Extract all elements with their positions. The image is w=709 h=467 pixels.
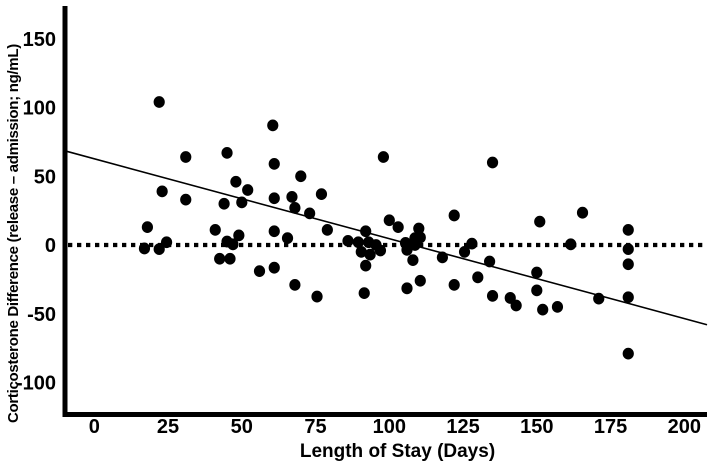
data-point bbox=[622, 347, 634, 360]
x-tick-label: 150 bbox=[520, 416, 553, 438]
data-point bbox=[360, 225, 372, 238]
data-point bbox=[311, 290, 323, 303]
y-tick-label: -100 bbox=[16, 373, 56, 395]
data-point bbox=[486, 289, 499, 302]
data-point bbox=[383, 214, 395, 227]
data-point bbox=[295, 170, 307, 183]
data-point bbox=[392, 221, 404, 234]
data-point bbox=[230, 175, 242, 188]
data-point bbox=[622, 258, 634, 271]
data-point bbox=[180, 151, 192, 163]
data-point bbox=[622, 291, 634, 304]
data-point bbox=[622, 243, 634, 256]
data-point bbox=[565, 238, 577, 251]
data-point bbox=[227, 238, 239, 251]
data-point bbox=[141, 221, 153, 234]
data-point bbox=[218, 197, 230, 210]
data-point bbox=[267, 119, 279, 132]
data-point bbox=[342, 234, 354, 247]
data-point bbox=[510, 299, 522, 312]
x-tick-label: 125 bbox=[446, 416, 479, 438]
x-tick-label: 100 bbox=[373, 416, 406, 438]
data-point bbox=[138, 242, 151, 255]
data-point bbox=[321, 223, 333, 236]
x-tick-label: 50 bbox=[231, 416, 253, 438]
data-point bbox=[531, 284, 543, 297]
data-point bbox=[180, 193, 192, 206]
data-point bbox=[458, 245, 471, 258]
x-tick-label: 0 bbox=[89, 416, 100, 438]
data-point bbox=[414, 231, 426, 244]
data-point bbox=[221, 146, 233, 159]
data-point bbox=[268, 157, 280, 170]
data-point bbox=[593, 292, 605, 305]
x-tick-label: 75 bbox=[304, 416, 326, 438]
data-point bbox=[304, 207, 316, 220]
data-point bbox=[268, 261, 280, 274]
data-point bbox=[534, 215, 546, 228]
data-point bbox=[414, 274, 426, 287]
data-point bbox=[448, 278, 460, 291]
data-point bbox=[352, 236, 364, 249]
data-point bbox=[156, 185, 168, 198]
data-point bbox=[289, 201, 301, 214]
data-point bbox=[537, 303, 549, 316]
data-point bbox=[360, 259, 372, 272]
data-point bbox=[236, 196, 248, 209]
data-point bbox=[448, 209, 460, 222]
data-point bbox=[233, 229, 245, 242]
data-point bbox=[576, 206, 589, 219]
data-point bbox=[242, 184, 254, 196]
data-point bbox=[153, 96, 165, 108]
y-tick-label: -50 bbox=[27, 304, 56, 326]
data-point bbox=[622, 223, 634, 236]
data-point bbox=[472, 271, 484, 284]
data-point bbox=[224, 252, 236, 265]
data-point bbox=[436, 251, 448, 264]
x-tick-label: 200 bbox=[668, 416, 701, 438]
x-tick-label: 175 bbox=[594, 416, 627, 438]
data-point bbox=[209, 223, 221, 236]
data-point bbox=[407, 254, 419, 267]
data-point bbox=[289, 278, 301, 291]
y-tick-label: 0 bbox=[45, 235, 56, 257]
data-point bbox=[160, 236, 173, 249]
data-point bbox=[413, 222, 425, 235]
y-tick-label: 100 bbox=[23, 98, 56, 120]
trend-line bbox=[62, 149, 708, 326]
data-point bbox=[315, 188, 328, 201]
data-point bbox=[401, 282, 413, 295]
data-point bbox=[374, 244, 387, 257]
data-point bbox=[214, 252, 226, 265]
data-point bbox=[286, 190, 298, 203]
data-point bbox=[377, 151, 389, 163]
data-point bbox=[153, 243, 165, 256]
data-point bbox=[355, 245, 367, 258]
data-point bbox=[531, 266, 543, 279]
data-point bbox=[486, 156, 499, 169]
data-point bbox=[484, 255, 496, 268]
x-tick-label: 25 bbox=[157, 416, 179, 438]
data-point bbox=[268, 225, 280, 238]
y-tick-label: 50 bbox=[34, 166, 56, 188]
data-point bbox=[268, 192, 280, 205]
data-point bbox=[364, 248, 376, 261]
data-point bbox=[281, 232, 294, 245]
y-tick-label: 150 bbox=[23, 29, 56, 51]
x-axis-title: Length of Stay (Days) bbox=[299, 441, 496, 462]
data-point bbox=[253, 265, 266, 278]
data-point bbox=[358, 287, 370, 300]
data-point bbox=[551, 300, 564, 313]
data-point bbox=[466, 237, 478, 250]
